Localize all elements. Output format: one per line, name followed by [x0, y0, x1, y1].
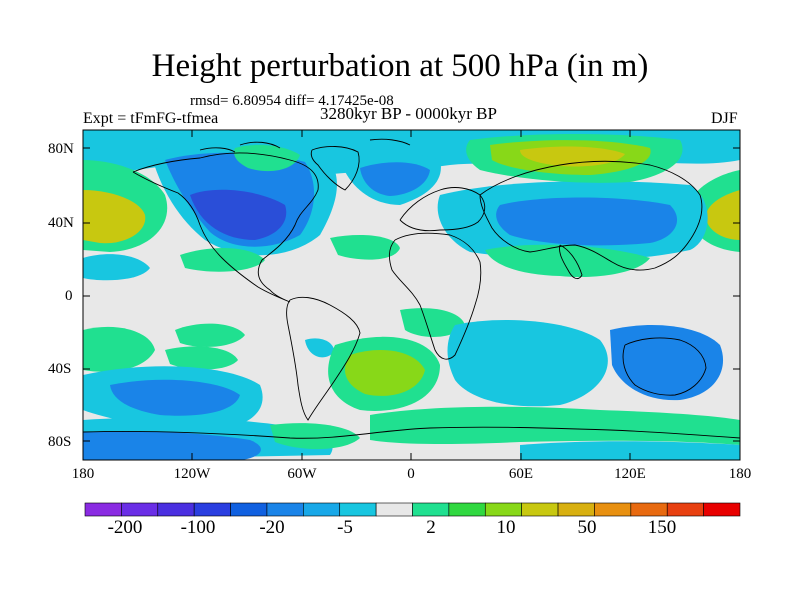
contour-antarctic-blue	[83, 431, 261, 460]
contour-atl-green	[180, 248, 265, 272]
contour-wpac-green	[83, 326, 155, 372]
colorbar-swatch-10	[412, 502, 450, 517]
lon-tick-60w: 60W	[287, 466, 317, 482]
lat-tick-40n: 40N	[48, 215, 74, 231]
contour-na-deep	[190, 189, 287, 240]
contour-antarctic-light2	[520, 441, 740, 460]
contour-afr-green	[485, 244, 650, 278]
colorbar-swatch-2	[121, 502, 159, 517]
colorbar-swatch-9	[375, 502, 413, 517]
coast-north-america	[132, 152, 319, 303]
contour-eurasia-blue	[496, 197, 678, 246]
colorbar-swatch-15	[594, 502, 632, 517]
colorbar-swatch-5	[230, 502, 268, 517]
colorbar-swatch-7	[303, 502, 341, 517]
colorbar	[84, 502, 741, 517]
lon-tick-180e: 180	[728, 466, 752, 482]
map-title: Height perturbation at 500 hPa (in m)	[151, 48, 649, 84]
coast-south-america	[286, 296, 361, 421]
colorbar-swatch-13	[521, 502, 559, 517]
lat-tick-80s: 80S	[48, 434, 72, 450]
axis-ticks	[82, 130, 741, 460]
coast-africa	[388, 232, 482, 360]
colorbar-label-1: -200	[107, 517, 143, 538]
season-label: DJF	[711, 110, 738, 127]
lon-tick-180w: 180	[71, 466, 95, 482]
colorbar-swatch-6	[266, 502, 304, 517]
coast-greenland	[310, 146, 360, 191]
colorbar-swatch-14	[557, 502, 595, 517]
colorbar-swatch-3	[157, 502, 195, 517]
lat-tick-0: 0	[65, 288, 73, 304]
colorbar-label-7: 50	[577, 517, 597, 538]
lat-tick-80n: 80N	[48, 141, 74, 157]
contour-epac-light	[83, 254, 150, 281]
colorbar-label-2: -100	[180, 517, 216, 538]
contour-spac-green2	[165, 346, 238, 370]
colorbar-swatch-12	[484, 502, 522, 517]
contour-greenland-blue	[360, 162, 430, 196]
colorbar-label-4: -5	[337, 517, 353, 538]
lon-tick-60e: 60E	[508, 466, 534, 482]
colorbar-label-8: 150	[647, 517, 677, 538]
coast-arctic-islands	[199, 138, 411, 153]
stats-text: rmsd= 6.80954 diff= 4.17425e-08	[190, 93, 394, 109]
colorbar-swatch-17	[666, 502, 704, 517]
contour-spac-deep	[110, 379, 240, 416]
colorbar-swatch-11	[448, 502, 486, 517]
lat-tick-40s: 40S	[48, 361, 72, 377]
coast-europe	[399, 187, 486, 232]
coast-antarctica	[83, 426, 740, 439]
contour-arctic-green	[234, 144, 300, 172]
contour-npac-yellow-e	[705, 190, 740, 240]
lon-tick-0: 0	[407, 466, 415, 482]
contour-pac-nh-green	[330, 235, 400, 260]
lon-tick-120e: 120E	[614, 466, 646, 482]
colorbar-swatch-18	[703, 502, 741, 517]
coast-india	[559, 244, 583, 280]
colorbar-label-3: -20	[259, 517, 285, 538]
lon-tick-120w: 120W	[173, 466, 211, 482]
coastlines	[83, 138, 740, 439]
colorbar-label-6: 10	[496, 517, 516, 538]
coast-asia	[479, 160, 703, 271]
experiment-label: Expt = tFmFG-tfmea	[83, 110, 219, 127]
contour-safr-green	[400, 308, 465, 337]
contour-antarctic-green2	[270, 423, 360, 450]
colorbar-label-5: 2	[426, 517, 436, 538]
contour-io-light	[447, 320, 608, 407]
contour-sam-blue	[305, 338, 335, 358]
coast-australia	[622, 337, 707, 396]
colorbar-swatch-16	[630, 502, 668, 517]
period-label: 3280kyr BP - 0000kyr BP	[320, 104, 497, 123]
contour-satl-lime	[345, 350, 425, 396]
colorbar-swatch-1	[84, 502, 122, 517]
contour-spac-green1	[175, 323, 245, 347]
colorbar-swatch-4	[193, 502, 231, 517]
contour-npac-yellow	[83, 190, 146, 244]
contour-field	[83, 130, 740, 460]
colorbar-swatch-8	[339, 502, 377, 517]
contour-southern-green	[370, 406, 740, 445]
contour-io-blue	[610, 325, 724, 401]
